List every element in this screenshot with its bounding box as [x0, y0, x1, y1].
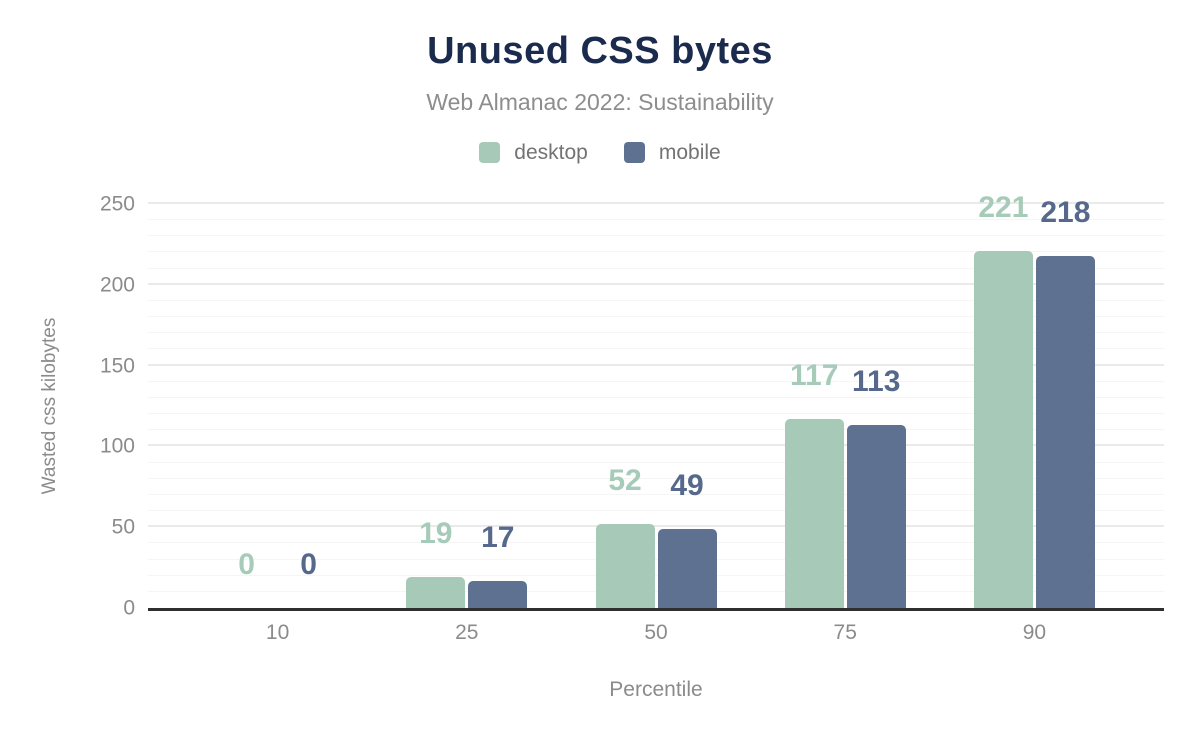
- bar-group-p75: 117 113: [751, 204, 940, 608]
- mobile-bar[interactable]: [1035, 255, 1095, 608]
- x-tick-label: 50: [644, 621, 668, 644]
- x-tick-label: 10: [265, 621, 290, 644]
- minor-gridline: [148, 542, 1164, 544]
- x-tick-label: 90: [1022, 621, 1047, 644]
- mobile-bar-slot: 17: [468, 204, 528, 608]
- chart-subtitle: Web Almanac 2022: Sustainability: [426, 88, 774, 115]
- desktop-bar-slot: 117: [784, 204, 844, 608]
- mobile-bar-slot: 49: [657, 204, 717, 608]
- minor-gridline: [148, 267, 1164, 269]
- x-axis-ticks: 10 25 50 75 90: [148, 621, 1164, 645]
- legend-label: desktop: [514, 140, 588, 164]
- desktop-bar[interactable]: [595, 523, 655, 608]
- desktop-bar[interactable]: [973, 250, 1033, 608]
- x-axis-title: Percentile: [609, 678, 703, 701]
- y-tick-label: 200: [99, 273, 135, 297]
- chart-title: Unused CSS bytes: [427, 30, 773, 72]
- legend-label: mobile: [658, 140, 721, 164]
- minor-gridline: [148, 558, 1164, 560]
- bar-groups: 0 0 19 17 52 49 117 113 221 218: [148, 192, 1164, 608]
- major-gridline: [148, 444, 1164, 447]
- mobile-value-label: 17: [481, 520, 515, 554]
- chart-header: Unused CSS bytes Web Almanac 2022: Susta…: [0, 0, 1200, 165]
- desktop-bar[interactable]: [784, 418, 844, 608]
- y-tick-label: 250: [99, 192, 135, 216]
- legend-swatch-desktop: [479, 142, 501, 164]
- minor-gridline: [148, 219, 1164, 221]
- minor-gridline: [148, 380, 1164, 382]
- y-tick-label: 50: [111, 515, 135, 539]
- minor-gridline: [148, 510, 1164, 512]
- mobile-value-label: 0: [300, 548, 317, 581]
- desktop-bar-slot: 0: [217, 204, 276, 608]
- desktop-value-label: 52: [608, 463, 642, 497]
- minor-gridline: [148, 493, 1164, 495]
- legend-item-desktop[interactable]: desktop: [479, 141, 588, 165]
- minor-gridline: [148, 348, 1164, 350]
- minor-gridline: [148, 332, 1164, 334]
- mobile-bar-slot: 218: [1035, 197, 1095, 608]
- mobile-value-label: 49: [670, 468, 704, 502]
- desktop-bar-slot: 221: [973, 192, 1033, 608]
- legend-swatch-mobile: [623, 142, 645, 164]
- major-gridline: [148, 363, 1164, 366]
- minor-gridline: [148, 235, 1164, 237]
- mobile-bar-slot: 113: [846, 204, 906, 608]
- desktop-bar-slot: 19: [406, 204, 466, 608]
- bar-group-p90: 221 218: [940, 192, 1129, 608]
- x-tick-label: 75: [833, 621, 857, 644]
- minor-gridline: [148, 413, 1164, 415]
- minor-gridline: [148, 590, 1164, 592]
- y-tick-label: 100: [99, 434, 135, 458]
- major-gridline: [148, 525, 1164, 528]
- y-tick-label: 150: [99, 354, 135, 378]
- minor-gridline: [148, 461, 1164, 463]
- minor-gridline: [148, 396, 1164, 398]
- major-gridline: [148, 202, 1164, 204]
- desktop-value-label: 117: [790, 358, 839, 392]
- plot-area: [148, 202, 1164, 611]
- mobile-value-label: 218: [1040, 195, 1091, 229]
- mobile-bar[interactable]: [846, 425, 906, 608]
- y-axis-ticks: 0 50 100 150 200 250: [0, 194, 135, 619]
- mobile-bar[interactable]: [657, 528, 717, 608]
- minor-gridline: [148, 574, 1164, 576]
- bar-group-p50: 52 49: [561, 204, 750, 608]
- desktop-value-label: 221: [978, 190, 1029, 224]
- y-tick-label: 0: [123, 596, 135, 620]
- major-gridline: [148, 282, 1164, 285]
- x-axis-line: [148, 608, 1164, 611]
- desktop-value-label: 0: [238, 548, 255, 581]
- minor-gridline: [148, 429, 1164, 431]
- mobile-value-label: 113: [852, 365, 901, 399]
- mobile-bar-slot: 0: [279, 204, 338, 608]
- x-tick-label: 25: [455, 621, 479, 644]
- mobile-bar[interactable]: [468, 580, 528, 608]
- minor-gridline: [148, 477, 1164, 479]
- legend: desktop mobile: [0, 141, 1200, 165]
- desktop-bar-slot: 52: [595, 204, 655, 608]
- legend-item-mobile[interactable]: mobile: [623, 140, 721, 165]
- desktop-bar[interactable]: [406, 577, 466, 608]
- minor-gridline: [148, 251, 1164, 253]
- minor-gridline: [148, 299, 1164, 301]
- minor-gridline: [148, 316, 1164, 318]
- bar-group-p25: 19 17: [372, 204, 561, 608]
- desktop-value-label: 19: [419, 517, 453, 551]
